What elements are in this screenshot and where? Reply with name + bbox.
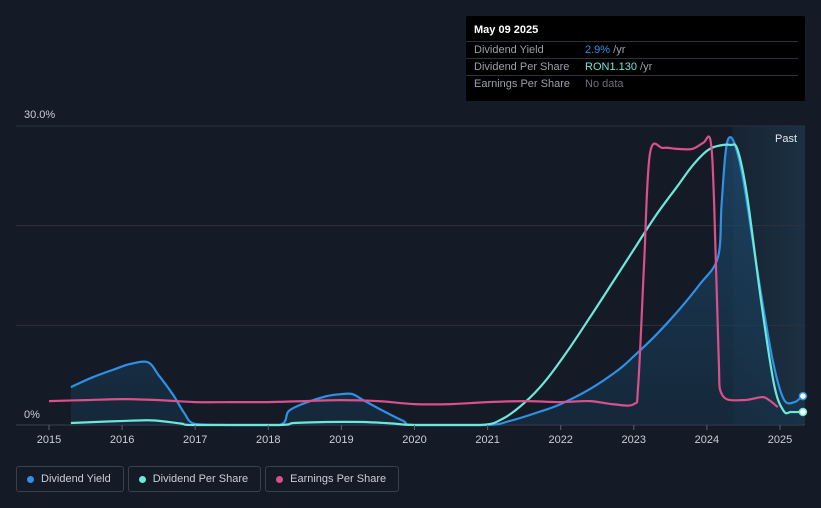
tooltip-value: No data xyxy=(585,78,624,90)
x-tick-label: 2015 xyxy=(37,434,61,446)
legend-item-dividend-yield[interactable]: Dividend Yield xyxy=(16,466,124,492)
y-tick-label-top: 30.0% xyxy=(24,109,55,121)
dividend-per-share-end-marker xyxy=(798,407,808,417)
x-tick-label: 2025 xyxy=(768,434,792,446)
x-tick-label: 2022 xyxy=(548,434,572,446)
legend-label: Dividend Yield xyxy=(41,473,111,485)
tooltip-label: Dividend Yield xyxy=(474,44,544,56)
tooltip-panel: May 09 2025 Dividend Yield 2.9% /yr Divi… xyxy=(466,16,805,101)
legend-label: Dividend Per Share xyxy=(152,473,249,485)
legend-dot-icon xyxy=(138,475,146,483)
x-tick-label: 2020 xyxy=(402,434,426,446)
x-tick-label: 2018 xyxy=(256,434,280,446)
tooltip-label: Earnings Per Share xyxy=(474,78,570,90)
y-tick-label-bottom: 0% xyxy=(24,409,40,421)
x-tick-label: 2024 xyxy=(695,434,719,446)
x-axis: 2015 2016 2017 2018 2019 2020 2021 2022 2023 2024… xyxy=(37,425,792,446)
legend-dot-icon xyxy=(27,475,34,483)
tooltip-row-dividend-per-share: Dividend Per Share RON1.130 /yr xyxy=(466,58,798,76)
x-tick-label: 2017 xyxy=(183,434,207,446)
legend-dot-icon xyxy=(276,475,284,483)
legend-label: Earnings Per Share xyxy=(290,473,387,485)
dividend-yield-area xyxy=(70,137,802,426)
legend-item-dividend-per-share[interactable]: Dividend Per Share xyxy=(127,466,262,492)
dividend-yield-end-marker xyxy=(798,391,808,401)
legend: Dividend Yield Dividend Per Share Earnin… xyxy=(16,466,400,492)
tooltip-unit: /yr xyxy=(610,44,626,56)
legend-item-earnings-per-share[interactable]: Earnings Per Share xyxy=(265,466,400,492)
tooltip-row-earnings-per-share: Earnings Per Share No data xyxy=(466,75,798,93)
tooltip-unit: /yr xyxy=(636,61,653,73)
x-tick-label: 2019 xyxy=(329,434,353,446)
tooltip-value-dps: RON1.130 /yr xyxy=(585,59,652,76)
tooltip-date: May 09 2025 xyxy=(474,24,539,36)
tooltip-label: Dividend Per Share xyxy=(474,61,570,73)
tooltip-row-dividend-yield: Dividend Yield 2.9% /yr xyxy=(466,41,798,59)
tooltip-value-eps: No data xyxy=(585,76,624,93)
x-tick-label: 2021 xyxy=(475,434,499,446)
x-tick-label: 2023 xyxy=(622,434,646,446)
tooltip-value: 2.9% xyxy=(585,44,611,56)
x-tick-label: 2016 xyxy=(110,434,134,446)
tooltip-value-yield: 2.9% /yr xyxy=(585,42,625,59)
earnings-per-share-line xyxy=(48,135,779,408)
past-label: Past xyxy=(775,133,797,145)
dividend-per-share-line xyxy=(70,143,802,427)
tooltip-value: RON1.130 xyxy=(585,61,637,73)
